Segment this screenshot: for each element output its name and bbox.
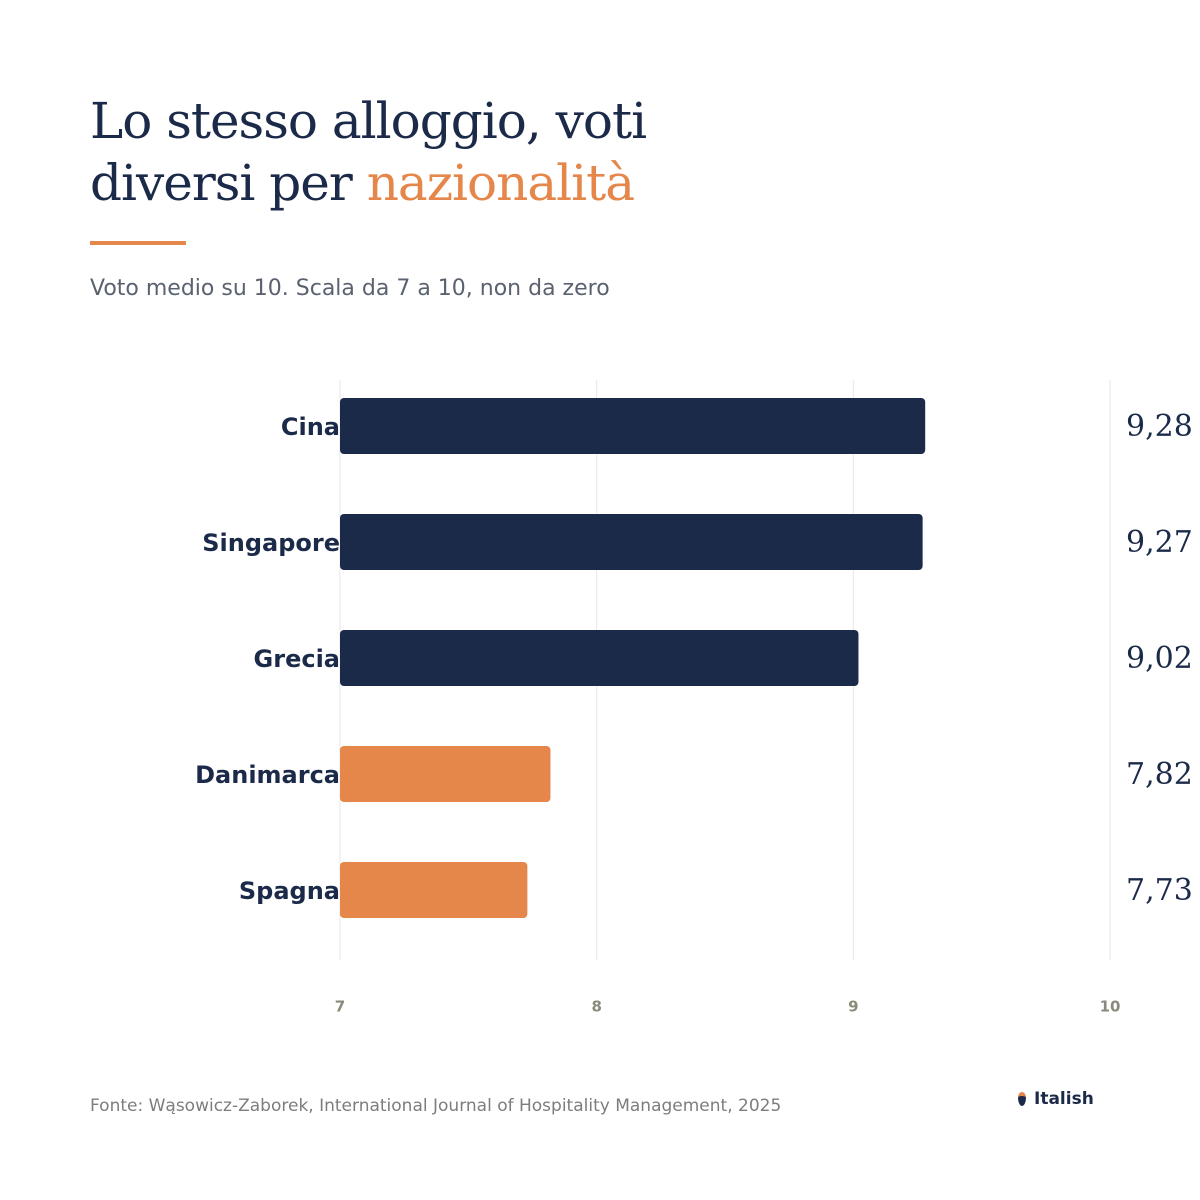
source: Fonte: Wąsowicz-Zaborek, International J…	[90, 1096, 782, 1116]
brand: Italish	[1018, 1089, 1094, 1109]
value-label: 9,27	[1126, 525, 1193, 560]
chart: 7 8 9 10 Cina 9,28 Singapore 9,27 Grecia 9,02 Dani…	[195, 380, 1193, 1016]
category-label: Danimarca	[195, 761, 340, 789]
bar	[340, 862, 528, 918]
brand-icon	[1018, 1092, 1026, 1106]
x-tick-label: 7	[335, 998, 345, 1016]
value-label: 9,02	[1126, 641, 1193, 676]
x-tick-label: 10	[1100, 998, 1121, 1016]
category-label: Grecia	[254, 645, 340, 673]
subtitle: Voto medio su 10. Scala da 7 a 10, non d…	[90, 276, 610, 301]
bar	[340, 514, 923, 570]
x-tick-label: 8	[591, 998, 601, 1016]
bar	[340, 398, 926, 454]
title: Lo stesso alloggio, voti diversi per naz…	[90, 90, 690, 214]
accent-rule	[90, 241, 186, 245]
value-label: 7,73	[1126, 873, 1193, 908]
category-label: Cina	[281, 413, 340, 441]
title-text: Lo stesso alloggio, voti diversi per	[90, 92, 647, 212]
value-label: 9,28	[1126, 409, 1193, 444]
x-tick-label: 9	[848, 998, 858, 1016]
bar	[340, 630, 859, 686]
brand-name: Italish	[1034, 1089, 1094, 1109]
title-highlight: nazionalità	[366, 154, 635, 212]
value-label: 7,82	[1126, 757, 1193, 792]
category-label: Singapore	[202, 529, 340, 557]
bar	[340, 746, 551, 802]
category-label: Spagna	[239, 877, 340, 905]
